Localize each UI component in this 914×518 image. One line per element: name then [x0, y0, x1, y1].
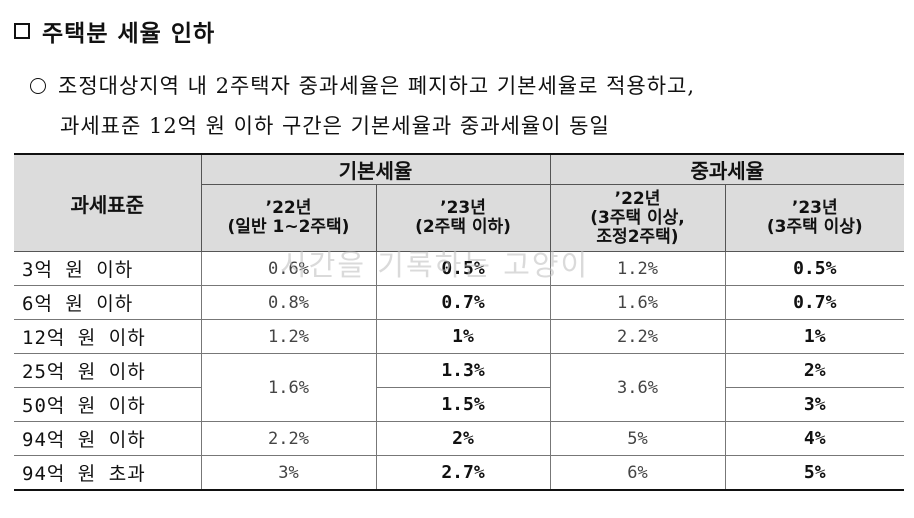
cell-heavy-23: 0.5% — [724, 251, 905, 286]
square-icon — [14, 23, 30, 39]
subheader-basic-23: ’23년 (2주택 이하) — [375, 184, 551, 252]
cell-basic-23: 0.7% — [375, 285, 551, 320]
cell-basic-23: 1.5% — [375, 387, 551, 422]
cell-heavy-22: 1.6% — [549, 285, 726, 320]
table-row: 50억 원 이하 1.5% 3% — [14, 387, 905, 422]
row-label: 50억 원 이하 — [14, 387, 202, 422]
cell-basic-22: 0.8% — [200, 285, 377, 320]
heading-text: 주택분 세율 인하 — [42, 21, 216, 47]
row-label: 94억 원 초과 — [14, 455, 202, 491]
cell-basic-22: 3% — [200, 455, 377, 491]
subheader-heavy-23: ’23년 (3주택 이상) — [724, 184, 905, 252]
cell-basic-23: 1% — [375, 319, 551, 354]
table-row: 6억 원 이하 0.8% 0.7% 1.6% 0.7% — [14, 285, 905, 320]
table-row: 94억 원 이하 2.2% 2% 5% 4% — [14, 421, 905, 456]
cell-heavy-22: 2.2% — [549, 319, 726, 354]
subheader-basic-22: ’22년 (일반 1~2주택) — [201, 184, 377, 252]
cell-basic-22: 0.6% — [200, 251, 377, 286]
subheader-note: (3주택 이상, 조정2주택) — [590, 207, 685, 247]
cell-heavy-23: 5% — [724, 455, 905, 491]
header-heavy-rate: 중과세율 — [549, 153, 905, 185]
subheader-year: ’23년 — [791, 198, 838, 218]
subheader-heavy-22: ’22년 (3주택 이상, 조정2주택) — [549, 184, 726, 252]
cell-heavy-23: 0.7% — [724, 285, 905, 320]
subheader-year: ’22년 — [265, 198, 312, 218]
subheader-year: ’22년 — [614, 188, 661, 209]
table-row: 3억 원 이하 0.6% 0.5% 1.2% 0.5% — [14, 251, 905, 286]
cell-heavy-23: 3% — [724, 387, 905, 422]
cell-basic-22: 2.2% — [200, 421, 377, 456]
row-label: 94억 원 이하 — [14, 421, 202, 456]
table-subheader-row: ’22년 (일반 1~2주택) ’23년 (2주택 이하) ’22년 (3주택 이상,… — [14, 184, 905, 252]
cell-basic-22: 1.6% — [200, 353, 377, 422]
bullet-line-2: 과세표준 12억 원 이하 구간은 기본세율과 중과세율이 동일 — [60, 114, 610, 138]
row-label: 25억 원 이하 — [14, 353, 202, 388]
cell-basic-23: 0.5% — [375, 251, 551, 286]
section-heading: 주택분 세율 인하 — [14, 14, 215, 48]
header-basic-rate: 기본세율 — [200, 153, 551, 185]
table-row: 12억 원 이하 1.2% 1% 2.2% 1% — [14, 319, 905, 354]
subheader-note: (2주택 이하) — [415, 217, 511, 237]
cell-basic-23: 2% — [375, 421, 551, 456]
row-label: 12억 원 이하 — [14, 319, 202, 354]
table-row: 94억 원 초과 3% 2.7% 6% 5% — [14, 455, 905, 491]
cell-basic-23: 2.7% — [375, 455, 551, 491]
cell-basic-22: 1.2% — [200, 319, 377, 354]
table-row: 25억 원 이하 1.6% 1.3% 3.6% 2% — [14, 353, 905, 422]
cell-heavy-23: 4% — [724, 421, 905, 456]
subheader-note: (일반 1~2주택) — [227, 217, 350, 237]
bullet-paragraph: 조정대상지역 내 2주택자 중과세율은 폐지하고 기본세율로 적용하고, 과세표… — [30, 66, 910, 146]
cell-heavy-22: 3.6% — [549, 353, 726, 422]
header-tax-base: 과세표준 — [14, 153, 202, 252]
cell-heavy-23: 2% — [724, 353, 905, 388]
tax-rate-table: 과세표준 기본세율 중과세율 ’22년 (일반 1~2주택) ’23년 (2주택 이… — [14, 153, 905, 491]
subheader-year: ’23년 — [440, 198, 486, 218]
bullet-line-1: 조정대상지역 내 2주택자 중과세율은 폐지하고 기본세율로 적용하고, — [58, 74, 696, 98]
table-header-row: 과세표준 기본세율 중과세율 — [14, 153, 905, 252]
cell-heavy-23: 1% — [724, 319, 905, 354]
subheader-note: (3주택 이상) — [766, 217, 863, 237]
row-label: 3억 원 이하 — [14, 251, 202, 286]
cell-heavy-22: 6% — [549, 455, 726, 491]
cell-heavy-22: 1.2% — [549, 251, 726, 286]
circle-icon — [30, 78, 46, 94]
cell-basic-23: 1.3% — [375, 353, 551, 388]
row-label: 6억 원 이하 — [14, 285, 202, 320]
cell-heavy-22: 5% — [549, 421, 726, 456]
